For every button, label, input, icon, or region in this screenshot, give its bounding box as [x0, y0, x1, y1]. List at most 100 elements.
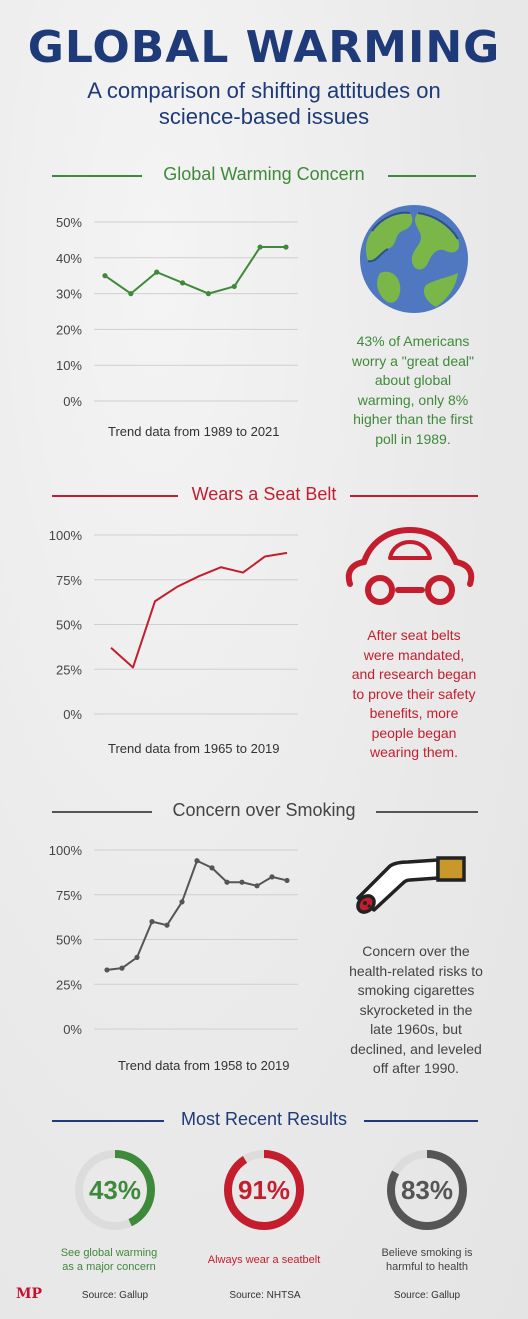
heading-rule-left	[52, 175, 142, 177]
ring-value: 83%	[401, 1175, 453, 1205]
ring-value: 43%	[89, 1175, 141, 1205]
y-tick-label: 0%	[63, 707, 82, 722]
seatbelt-blurb: After seat belts were mandated, and rese…	[328, 626, 500, 763]
data-point	[119, 965, 125, 971]
blurb-line: and research began	[351, 666, 477, 682]
y-tick-label: 25%	[56, 977, 82, 992]
warming-chart: 50% 40% 30% 20% 10% 0%	[56, 215, 298, 409]
blurb-line: 43% of Americans	[356, 333, 470, 349]
blurb-line: about global	[374, 372, 452, 388]
data-point	[269, 874, 275, 880]
heading-rule-left	[52, 1120, 164, 1122]
cigarette-icon	[356, 856, 466, 914]
blurb-line: health-related risks to	[349, 962, 483, 979]
result-ring-warming: 43%	[75, 1150, 155, 1230]
y-tick-label: 0%	[63, 1022, 82, 1037]
y-tick-label: 20%	[56, 322, 82, 337]
heading-rule-right	[364, 1120, 478, 1122]
smoking-chart: 100% 75% 50% 25% 0%	[49, 843, 298, 1037]
earth-icon	[360, 205, 468, 313]
blurb-line: Concern over the	[362, 943, 470, 959]
data-point	[164, 922, 170, 928]
data-point	[283, 244, 289, 250]
blurb-line: benefits, more	[369, 705, 459, 721]
result-desc: as a major concern	[62, 1261, 156, 1273]
blurb-line: skyrocketed in the	[359, 1001, 473, 1018]
data-point	[194, 858, 200, 864]
blurb-line: higher than the first	[353, 411, 473, 427]
result-source: Source: Gallup	[393, 1290, 461, 1301]
data-point	[224, 879, 230, 885]
ring-arc	[224, 1150, 304, 1230]
heading-rule-right	[388, 175, 476, 177]
section-heading-smoking: Concern over Smoking	[0, 799, 528, 823]
blurb-line: smoking cigarettes	[357, 982, 475, 998]
page-subtitle: A comparison of shifting attitudes on sc…	[0, 78, 528, 130]
result-source: Source: NHTSA	[229, 1290, 301, 1301]
data-point	[104, 967, 110, 973]
data-point	[239, 879, 245, 885]
data-point	[102, 273, 108, 279]
trend-caption: Trend data from 1989 to 2021	[108, 424, 280, 439]
data-point	[284, 877, 290, 884]
heading-rule-left	[52, 811, 152, 813]
result-desc: Always wear a seatbelt	[207, 1254, 321, 1266]
smoking-blurb: Concern over the health-related risks to…	[326, 942, 506, 1079]
blurb-line: late 1960s, but	[370, 1021, 462, 1037]
data-point	[209, 865, 215, 871]
subtitle-line-1: A comparison of shifting attitudes on	[87, 78, 441, 103]
section-heading-seatbelt: Wears a Seat Belt	[0, 483, 528, 507]
subtitle-line-2: science-based issues	[158, 104, 370, 129]
series-line	[104, 246, 286, 295]
data-point	[257, 244, 263, 250]
y-tick-label: 25%	[56, 662, 82, 677]
y-tick-label: 50%	[56, 618, 82, 633]
result-desc: Believe smoking is	[381, 1247, 473, 1259]
ring-value: 91%	[238, 1175, 290, 1205]
blurb-line: worry a "great deal"	[352, 352, 474, 369]
data-point	[154, 269, 160, 275]
y-tick-label: 30%	[56, 287, 82, 302]
seatbelt-chart: 100% 75% 50% 25% 0%	[49, 528, 298, 722]
blurb-line: warming, only 8%	[357, 391, 469, 408]
result-ring-smoking: 83%	[387, 1150, 467, 1230]
blurb-line: to prove their safety	[352, 685, 476, 702]
result-desc: See global warming	[60, 1247, 158, 1259]
trend-caption: Trend data from 1958 to 2019	[118, 1058, 290, 1073]
y-tick-label: 0%	[63, 394, 82, 409]
y-tick-label: 75%	[56, 888, 82, 903]
data-point	[179, 899, 185, 905]
trend-caption: Trend data from 1965 to 2019	[108, 741, 280, 756]
blurb-line: people began	[371, 724, 457, 741]
result-label-warming: See global warming as a major concern	[34, 1246, 184, 1274]
y-tick-label: 40%	[56, 251, 82, 266]
blurb-line: wearing them.	[370, 744, 458, 760]
data-point	[231, 283, 237, 290]
heading-rule-left	[52, 495, 178, 497]
heading-rule-right	[376, 811, 478, 813]
result-ring-seatbelt: 91%	[224, 1150, 304, 1230]
data-point	[254, 883, 260, 889]
y-tick-label: 50%	[56, 933, 82, 948]
result-label-seatbelt: Always wear a seatbelt	[189, 1253, 339, 1267]
y-tick-label: 100%	[49, 843, 83, 858]
section-title: Concern over Smoking	[172, 800, 356, 820]
data-point	[134, 954, 140, 960]
y-tick-label: 75%	[56, 573, 82, 588]
blurb-line: declined, and leveled	[350, 1040, 482, 1057]
blurb-line: After seat belts	[367, 627, 461, 643]
results-heading: Most Recent Results	[0, 1108, 528, 1132]
section-title: Wears a Seat Belt	[191, 484, 337, 504]
car-icon	[345, 526, 475, 605]
data-point	[179, 280, 186, 286]
result-desc: harmful to health	[386, 1261, 468, 1273]
blurb-line: were mandated,	[363, 646, 465, 663]
section-title: Global Warming Concern	[163, 164, 365, 184]
series-line	[110, 551, 288, 669]
mp-logo: MP	[16, 1286, 43, 1302]
data-point	[149, 919, 155, 925]
page-title: GLOBAL WARMING	[27, 22, 501, 73]
warming-blurb: 43% of Americans worry a "great deal" ab…	[328, 332, 498, 449]
blurb-line: poll in 1989.	[375, 430, 451, 447]
y-tick-label: 50%	[56, 215, 82, 230]
